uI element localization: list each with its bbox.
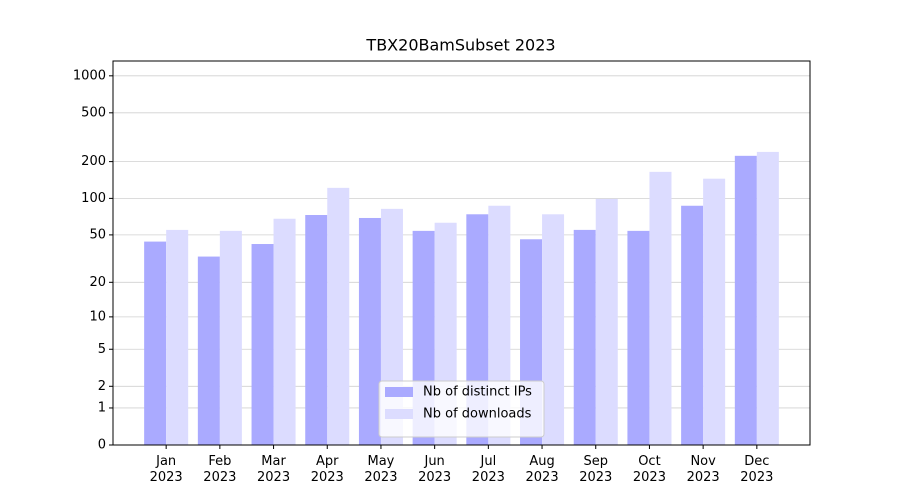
bar	[251, 244, 274, 445]
bar	[358, 217, 381, 445]
y-tick-label: 50	[89, 227, 106, 242]
bar	[166, 229, 189, 445]
bar	[681, 205, 704, 445]
y-tick-label: 20	[89, 275, 106, 290]
x-tick-label: Jan 2023	[150, 454, 183, 485]
x-tick-label: Apr 2023	[311, 454, 344, 485]
y-tick-label: 1	[98, 400, 106, 415]
bar	[273, 218, 296, 445]
legend-box	[378, 380, 545, 438]
bar	[734, 155, 757, 445]
legend: Nb of distinct IPs Nb of downloads	[378, 380, 545, 438]
y-tick-label: 100	[81, 191, 106, 206]
x-tick-label: Dec 2023	[740, 454, 773, 485]
legend-label: Nb of downloads	[423, 407, 532, 422]
y-tick-label: 2	[98, 379, 106, 394]
legend-swatch	[385, 387, 413, 397]
bar	[595, 198, 618, 445]
bar	[305, 215, 328, 445]
legend-swatch	[385, 409, 413, 419]
bar	[197, 256, 220, 445]
bar	[542, 214, 565, 445]
x-tick-label: May 2023	[364, 454, 397, 485]
x-tick-label: Feb 2023	[203, 454, 236, 485]
y-tick-label: 10	[89, 309, 106, 324]
bar	[627, 230, 650, 445]
x-tick-label: Aug 2023	[526, 454, 559, 485]
y-tick-label: 1000	[73, 68, 106, 83]
legend-label: Nb of distinct IPs	[423, 385, 532, 400]
x-tick-label: Jun 2023	[418, 454, 451, 485]
plot-frame	[112, 60, 811, 446]
bar	[703, 178, 726, 445]
x-tick-label: Sep 2023	[579, 454, 612, 485]
bar	[144, 241, 167, 445]
x-tick-label: Mar 2023	[257, 454, 290, 485]
bar	[573, 229, 596, 445]
bar	[327, 187, 350, 445]
y-tick-label: 500	[81, 105, 106, 120]
bar	[649, 171, 672, 446]
y-tick-label: 200	[81, 154, 106, 169]
chart-title: TBX20BamSubset 2023	[365, 36, 555, 55]
x-tick-label: Oct 2023	[633, 454, 666, 485]
bar	[219, 230, 242, 445]
y-tick-label: 5	[98, 342, 106, 357]
bar	[756, 151, 779, 445]
y-tick-label: 0	[98, 438, 106, 453]
x-tick-label: Jul 2023	[472, 454, 505, 485]
x-tick-label: Nov 2023	[687, 454, 720, 485]
